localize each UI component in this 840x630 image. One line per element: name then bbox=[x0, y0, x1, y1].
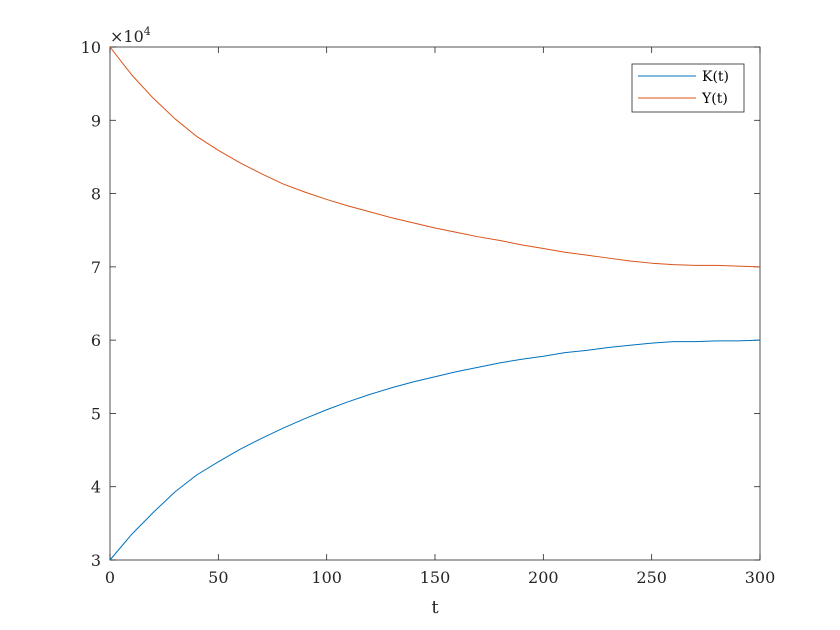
x-tick-label: 200 bbox=[528, 568, 559, 587]
y-tick-label: 8 bbox=[91, 185, 101, 204]
y-tick-label: 3 bbox=[91, 551, 101, 570]
legend-label-y: Y(t) bbox=[701, 91, 728, 107]
series-layer bbox=[109, 46, 761, 561]
y-tick-label: 5 bbox=[91, 404, 101, 423]
y-tick-label: 10 bbox=[81, 38, 101, 57]
y-tick-label: 9 bbox=[91, 111, 101, 130]
x-axis-label: t bbox=[431, 597, 439, 618]
y-tick-label: 7 bbox=[91, 258, 101, 277]
x-tick-label: 0 bbox=[105, 568, 115, 587]
x-tick-label: 50 bbox=[208, 568, 228, 587]
y-tick-label: 4 bbox=[91, 478, 101, 497]
x-tick-label: 300 bbox=[745, 568, 776, 587]
x-tick-label: 150 bbox=[420, 568, 451, 587]
legend-box bbox=[631, 63, 745, 113]
y-multiplier-label: ×104 bbox=[110, 25, 151, 46]
legend: K(t) Y(t) bbox=[631, 63, 745, 113]
y-tick-label: 6 bbox=[91, 331, 101, 350]
plot-area bbox=[109, 46, 761, 561]
x-tick-label: 250 bbox=[636, 568, 667, 587]
x-axis-ticks: 0 50 100 150 200 250 300 bbox=[105, 47, 775, 587]
series-line-yt bbox=[109, 46, 761, 268]
series-line-kt bbox=[109, 339, 761, 561]
x-tick-label: 100 bbox=[311, 568, 342, 587]
y-multiplier-base: ×10 bbox=[110, 27, 144, 46]
legend-label-k: K(t) bbox=[702, 69, 729, 85]
y-multiplier-exponent: 4 bbox=[144, 25, 151, 38]
